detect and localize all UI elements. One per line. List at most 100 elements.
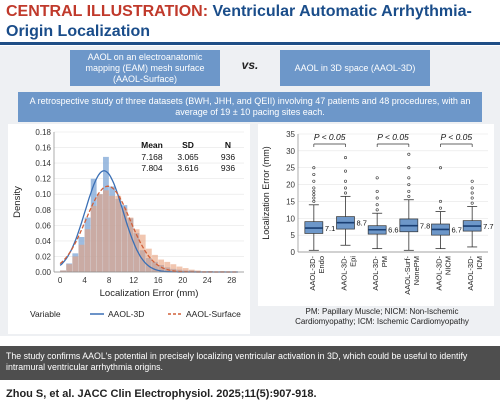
citation: Zhou S, et al. JACC Clin Electrophysiol.…: [6, 388, 317, 400]
outlier-point: [344, 179, 348, 183]
outlier-point: [312, 172, 316, 176]
outlier-point: [439, 206, 443, 210]
histogram-bar-aaol-surface: [66, 264, 73, 272]
y-tick-label: 30: [286, 147, 295, 156]
x-axis-label: Localization Error (mm): [100, 288, 199, 299]
histogram-bar-aaol-surface: [90, 205, 97, 272]
outlier-point: [407, 152, 411, 156]
y-tick-label: 0.06: [35, 221, 51, 230]
y-tick-label: 0.14: [35, 159, 51, 168]
y-axis-label: Localization Error (mm): [261, 146, 271, 240]
x-tick-label: 12: [129, 276, 138, 285]
significance-label: P < 0.05: [314, 132, 346, 142]
title-divider: [0, 42, 500, 45]
x-category-line: AAOL-Surf-: [403, 256, 412, 295]
y-tick-label: 15: [286, 197, 295, 206]
histogram-bar-aaol-surface: [145, 248, 152, 272]
x-category-label: AAOL-3D- Epi: [340, 255, 358, 290]
outlier-point: [407, 183, 411, 187]
y-tick-label: 0.12: [35, 175, 51, 184]
y-tick-label: 0.16: [35, 144, 51, 153]
y-tick-label: 35: [286, 130, 295, 139]
outlier-point: [470, 179, 474, 183]
y-tick-label: 0.02: [35, 252, 51, 261]
median-value-label: 8.7: [357, 219, 367, 228]
outlier-point: [312, 196, 316, 200]
median-value-label: 7.1: [325, 224, 335, 233]
outlier-point: [470, 201, 474, 205]
median-value-label: 7.7: [483, 222, 493, 231]
y-tick-label: 20: [286, 181, 295, 190]
median-value-label: 6.7: [452, 225, 462, 234]
histogram-bar-aaol-surface: [103, 190, 109, 272]
density-histogram: 0.00 0.02 0.04 0.06 0.08 0.10 0.12 0.14 0.16 0.18…: [12, 128, 244, 319]
outlier-point: [344, 191, 348, 195]
x-category-line: PM: [380, 256, 389, 267]
y-axis-label: Density: [12, 186, 23, 218]
median-value-label: 6.6: [388, 226, 398, 235]
x-category-label: AAOL-3D- PM: [371, 255, 389, 290]
outlier-point: [312, 179, 316, 183]
outlier-point: [470, 186, 474, 190]
outlier-point: [470, 196, 474, 200]
histogram-bar-aaol-surface: [188, 269, 195, 272]
page-title: CENTRAL ILLUSTRATION: Ventricular Automa…: [6, 2, 494, 42]
stats-cell: 3.616: [177, 163, 199, 173]
aaol-3d-box: AAOL in 3D space (AAOL-3D): [280, 50, 430, 86]
stats-cell: 7.168: [141, 152, 163, 162]
outlier-point: [375, 196, 379, 200]
x-category-line: AAOL-3D-: [371, 255, 380, 290]
histogram-bar-aaol-surface: [194, 270, 201, 272]
x-tick-label: 16: [154, 276, 163, 285]
y-tick-label: 0: [291, 248, 296, 257]
median-value-label: 7.8: [420, 222, 430, 231]
legend-label: AAOL-Surface: [186, 309, 241, 319]
histogram-bar-aaol-surface: [78, 244, 85, 272]
histogram-bar-aaol-surface: [158, 259, 165, 272]
title-text: Ventricular Automatic Arrhythmia-Origin …: [6, 3, 472, 40]
legend-label: AAOL-3D: [108, 309, 144, 319]
histogram-bar-aaol-surface: [176, 266, 183, 272]
aaol-surface-box: AAOL on an electroanatomic mapping (EAM)…: [70, 50, 220, 86]
x-category-line: Epi: [349, 256, 358, 267]
vs-label: vs.: [241, 58, 259, 72]
outlier-point: [439, 166, 443, 170]
x-tick-label: 4: [82, 276, 87, 285]
stats-cell: 3.065: [177, 152, 199, 162]
outlier-point: [375, 208, 379, 212]
y-tick-label: 25: [286, 164, 295, 173]
x-tick-label: 24: [203, 276, 212, 285]
y-tick-label: 0.00: [35, 268, 51, 277]
y-tick-label: 0.10: [35, 190, 51, 199]
study-description: A retrospective study of three datasets …: [18, 92, 482, 122]
stats-cell: 936: [221, 163, 235, 173]
title-prefix: CENTRAL ILLUSTRATION:: [6, 3, 209, 20]
histogram-bar-aaol-surface: [96, 194, 103, 272]
outlier-point: [407, 166, 411, 170]
outlier-point: [344, 169, 348, 173]
outlier-point: [375, 176, 379, 180]
stats-header: SD: [182, 140, 194, 150]
outlier-point: [470, 191, 474, 195]
histogram-bar-aaol-surface: [139, 234, 146, 272]
outlier-point: [407, 189, 411, 193]
histogram-bar-aaol-surface: [72, 256, 79, 272]
x-tick-label: 0: [58, 276, 63, 285]
stats-cell: 936: [221, 152, 235, 162]
outlier-point: [407, 194, 411, 198]
y-tick-label: 10: [286, 214, 295, 223]
y-tick-label: 5: [291, 231, 296, 240]
footnote-line-1: PM: Papillary Muscle; NICM: Non-Ischemic: [305, 307, 459, 316]
x-category-line: AAOL-3D-: [435, 255, 444, 290]
stats-header: Mean: [141, 140, 163, 150]
x-category-line: ICM: [475, 256, 484, 270]
x-tick-label: 28: [227, 276, 236, 285]
outlier-point: [312, 186, 316, 190]
boxplot-panel: 0 5 10 15 20 25 30 35 7.1 AAOL-3D- Endo 8.7 AAOL-3D-…: [258, 124, 494, 306]
histogram-bar-aaol-surface: [84, 229, 91, 272]
y-tick-label: 0.18: [35, 128, 51, 137]
legend-title: Variable: [30, 309, 61, 319]
histogram-bar-aaol-surface: [170, 264, 177, 272]
outlier-point: [312, 193, 316, 197]
y-tick-label: 0.04: [35, 237, 51, 246]
